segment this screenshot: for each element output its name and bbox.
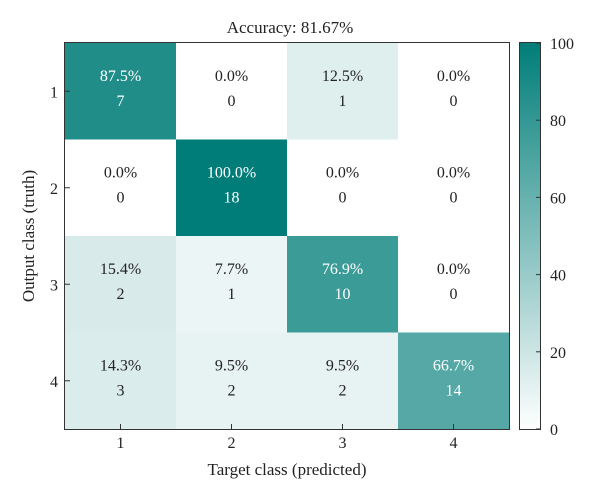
y-axis-label: Output class (truth) xyxy=(19,170,38,302)
matrix-cell-labels: 87.5%70.0%012.5%10.0%00.0%0100.0%180.0%0… xyxy=(100,68,474,400)
y-axis-ticks: 1 2 3 4 xyxy=(50,84,70,391)
cell-count-label: 10 xyxy=(335,286,351,303)
matrix-cell xyxy=(176,332,288,430)
cell-count-label: 2 xyxy=(117,286,125,303)
x-axis-label: Target class (predicted) xyxy=(208,460,367,479)
cell-percent-label: 7.7% xyxy=(215,261,248,278)
colorbar-tick-label: 40 xyxy=(550,268,566,285)
matrix-cell xyxy=(287,139,399,237)
cell-count-label: 0 xyxy=(117,190,125,207)
cell-count-label: 18 xyxy=(224,190,240,207)
matrix-cell xyxy=(65,43,177,140)
cell-percent-label: 0.0% xyxy=(437,68,470,85)
cell-count-label: 0 xyxy=(450,93,458,110)
x-tick-label: 4 xyxy=(450,435,458,452)
matrix-cell xyxy=(65,139,177,237)
colorbar xyxy=(519,42,541,430)
x-axis-ticks: 1 2 3 4 xyxy=(117,424,458,452)
colorbar-tick-label: 60 xyxy=(550,190,566,207)
cell-count-label: 2 xyxy=(228,383,236,400)
y-tick-label: 2 xyxy=(50,181,58,198)
cell-percent-label: 0.0% xyxy=(215,68,248,85)
matrix-cell xyxy=(176,139,288,237)
cell-percent-label: 15.4% xyxy=(100,261,141,278)
cell-percent-label: 100.0% xyxy=(207,165,256,182)
cell-percent-label: 12.5% xyxy=(322,68,363,85)
cell-count-label: 1 xyxy=(228,286,236,303)
y-tick-label: 3 xyxy=(50,277,58,294)
matrix-cell xyxy=(398,332,510,430)
matrix-cell xyxy=(287,332,399,430)
matrix-cell xyxy=(398,139,510,237)
matrix-cell xyxy=(398,43,510,140)
cell-percent-label: 0.0% xyxy=(437,165,470,182)
cell-percent-label: 0.0% xyxy=(326,165,359,182)
x-tick-label: 3 xyxy=(339,435,347,452)
matrix-cell xyxy=(65,332,177,430)
matrix-cell xyxy=(398,236,510,333)
colorbar-ticks: 0 20 40 60 80 100 xyxy=(536,36,574,439)
plot-frame xyxy=(64,42,510,430)
colorbar-tick-label: 100 xyxy=(550,36,574,53)
cell-count-label: 0 xyxy=(339,190,347,207)
cell-percent-label: 76.9% xyxy=(322,261,363,278)
colorbar-tick-label: 0 xyxy=(550,422,558,439)
matrix-cell xyxy=(287,236,399,333)
y-tick-label: 1 xyxy=(50,84,58,101)
cell-percent-label: 66.7% xyxy=(433,358,474,375)
colorbar-tick-label: 80 xyxy=(550,113,566,130)
matrix-cell xyxy=(176,236,288,333)
x-tick-label: 2 xyxy=(228,435,236,452)
matrix-cell xyxy=(65,236,177,333)
cell-count-label: 1 xyxy=(339,93,347,110)
cell-percent-label: 87.5% xyxy=(100,68,141,85)
cell-count-label: 2 xyxy=(339,383,347,400)
cell-percent-label: 0.0% xyxy=(104,165,137,182)
cell-count-label: 0 xyxy=(450,190,458,207)
chart-title: Accuracy: 81.67% xyxy=(227,18,354,37)
cell-count-label: 14 xyxy=(446,383,462,400)
cell-percent-label: 9.5% xyxy=(326,358,359,375)
x-tick-label: 1 xyxy=(117,435,125,452)
cell-percent-label: 14.3% xyxy=(100,358,141,375)
matrix-cell xyxy=(176,43,288,140)
cell-count-label: 0 xyxy=(450,286,458,303)
cell-count-label: 0 xyxy=(228,93,236,110)
y-tick-label: 4 xyxy=(50,374,58,391)
matrix-cells xyxy=(65,43,510,430)
matrix-cell xyxy=(287,43,399,140)
cell-percent-label: 0.0% xyxy=(437,261,470,278)
cell-count-label: 7 xyxy=(117,93,125,110)
cell-count-label: 3 xyxy=(117,383,125,400)
colorbar-tick-label: 20 xyxy=(550,345,566,362)
cell-percent-label: 9.5% xyxy=(215,358,248,375)
